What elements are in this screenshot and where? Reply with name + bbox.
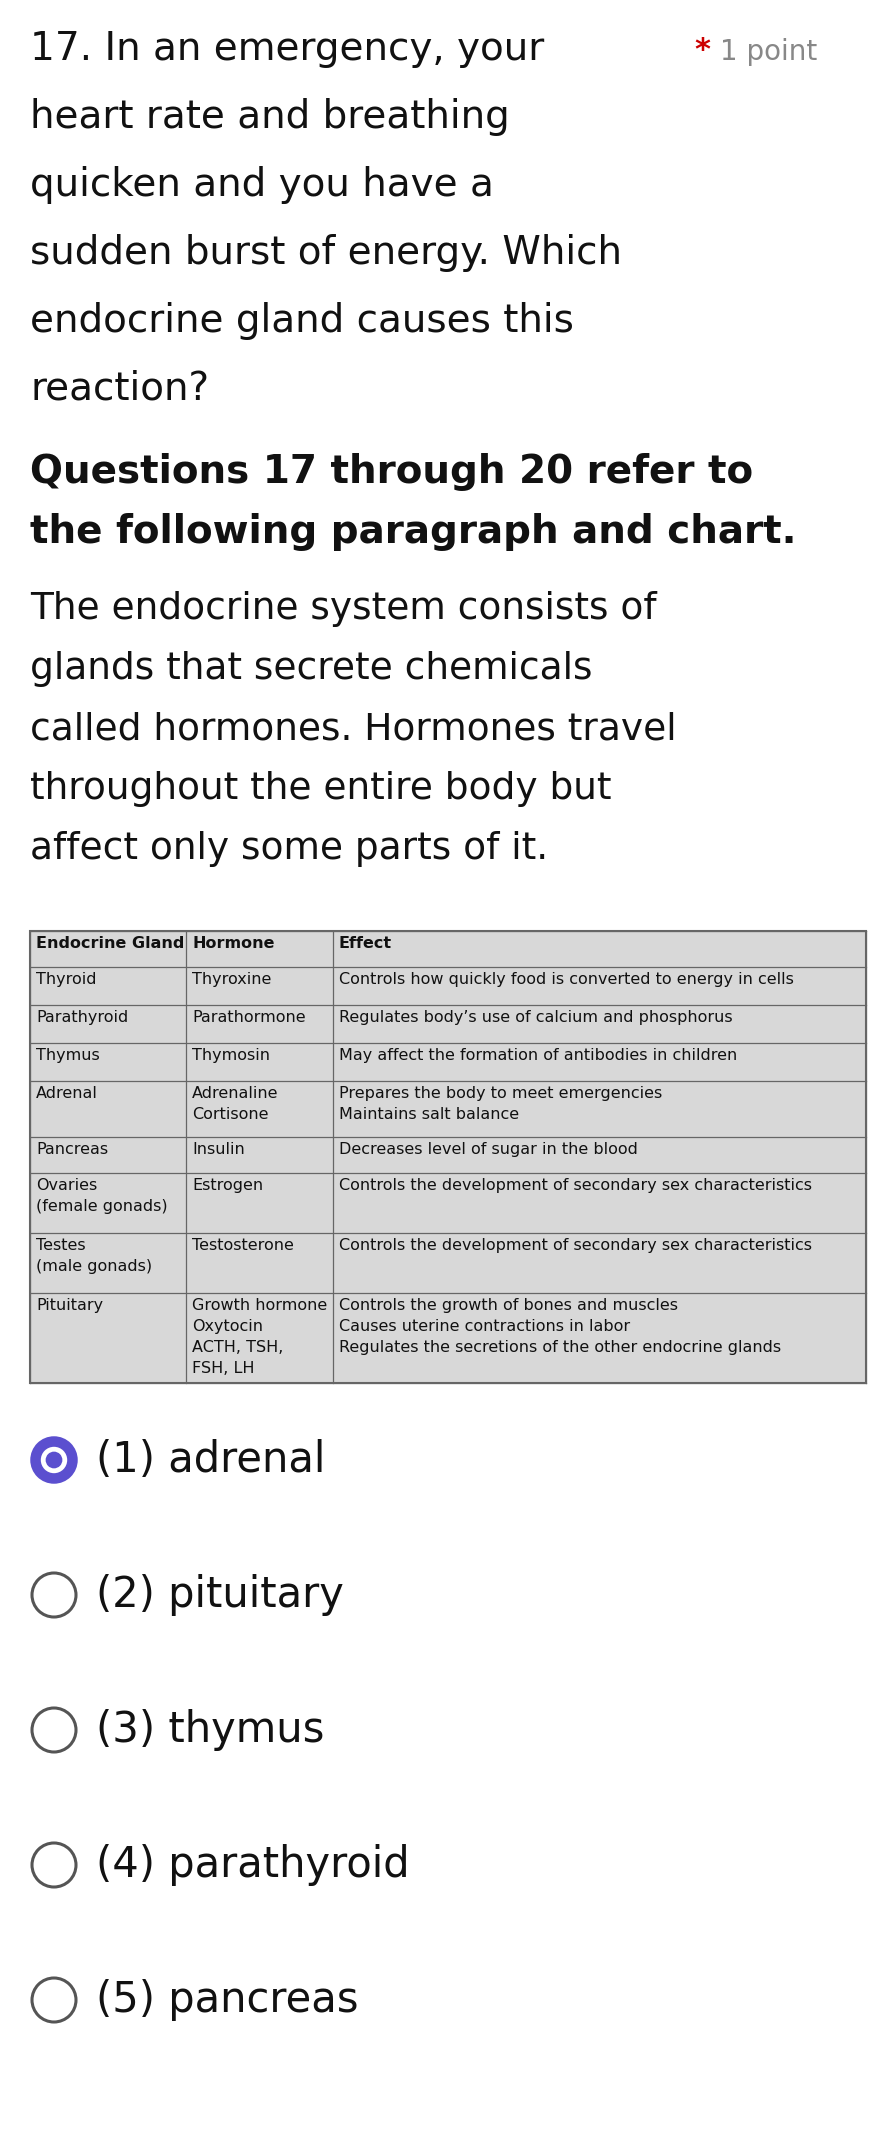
Text: heart rate and breathing: heart rate and breathing xyxy=(30,98,510,137)
Text: quicken and you have a: quicken and you have a xyxy=(30,166,494,205)
Text: The endocrine system consists of: The endocrine system consists of xyxy=(30,591,657,627)
Text: Testes
(male gonads): Testes (male gonads) xyxy=(36,1238,152,1274)
Text: Testosterone: Testosterone xyxy=(193,1238,294,1253)
Circle shape xyxy=(32,1844,76,1886)
Text: Thyroid: Thyroid xyxy=(36,971,97,988)
Text: 17. In an emergency, your: 17. In an emergency, your xyxy=(30,30,544,68)
Text: (2) pituitary: (2) pituitary xyxy=(96,1575,344,1615)
Text: Controls how quickly food is converted to energy in cells: Controls how quickly food is converted t… xyxy=(339,971,794,988)
Text: Ovaries
(female gonads): Ovaries (female gonads) xyxy=(36,1178,168,1214)
Text: sudden burst of energy. Which: sudden burst of energy. Which xyxy=(30,235,622,271)
Text: Insulin: Insulin xyxy=(193,1142,246,1157)
Text: Controls the development of secondary sex characteristics: Controls the development of secondary se… xyxy=(339,1238,812,1253)
Text: Effect: Effect xyxy=(339,937,392,952)
Text: Questions 17 through 20 refer to: Questions 17 through 20 refer to xyxy=(30,452,754,491)
Text: throughout the entire body but: throughout the entire body but xyxy=(30,770,611,807)
Text: (3) thymus: (3) thymus xyxy=(96,1709,324,1752)
Text: reaction?: reaction? xyxy=(30,369,209,408)
Text: Estrogen: Estrogen xyxy=(193,1178,263,1193)
Text: Endocrine Gland: Endocrine Gland xyxy=(36,937,185,952)
Text: (1) adrenal: (1) adrenal xyxy=(96,1438,325,1481)
Text: glands that secrete chemicals: glands that secrete chemicals xyxy=(30,651,592,687)
Circle shape xyxy=(46,1451,63,1468)
Text: Thymus: Thymus xyxy=(36,1048,99,1063)
Text: May affect the formation of antibodies in children: May affect the formation of antibodies i… xyxy=(339,1048,737,1063)
Text: Thymosin: Thymosin xyxy=(193,1048,271,1063)
Text: Controls the development of secondary sex characteristics: Controls the development of secondary se… xyxy=(339,1178,812,1193)
Text: Adrenaline
Cortisone: Adrenaline Cortisone xyxy=(193,1086,279,1122)
Text: Decreases level of sugar in the blood: Decreases level of sugar in the blood xyxy=(339,1142,638,1157)
Text: Pancreas: Pancreas xyxy=(36,1142,108,1157)
Text: Thyroxine: Thyroxine xyxy=(193,971,271,988)
FancyBboxPatch shape xyxy=(30,930,866,1383)
Text: 1 point: 1 point xyxy=(720,38,817,66)
Text: endocrine gland causes this: endocrine gland causes this xyxy=(30,303,573,339)
Text: Parathormone: Parathormone xyxy=(193,1009,306,1024)
Text: affect only some parts of it.: affect only some parts of it. xyxy=(30,830,548,866)
Text: (5) pancreas: (5) pancreas xyxy=(96,1978,358,2021)
Text: Controls the growth of bones and muscles
Causes uterine contractions in labor
Re: Controls the growth of bones and muscles… xyxy=(339,1297,780,1355)
Circle shape xyxy=(32,1438,76,1481)
Text: called hormones. Hormones travel: called hormones. Hormones travel xyxy=(30,711,676,747)
Text: *: * xyxy=(694,36,710,64)
Text: Regulates body’s use of calcium and phosphorus: Regulates body’s use of calcium and phos… xyxy=(339,1009,732,1024)
Circle shape xyxy=(32,1978,76,2023)
Circle shape xyxy=(41,1447,67,1472)
Text: Prepares the body to meet emergencies
Maintains salt balance: Prepares the body to meet emergencies Ma… xyxy=(339,1086,662,1122)
Text: the following paragraph and chart.: the following paragraph and chart. xyxy=(30,512,797,551)
Circle shape xyxy=(32,1707,76,1752)
Text: Adrenal: Adrenal xyxy=(36,1086,98,1101)
Text: Parathyroid: Parathyroid xyxy=(36,1009,128,1024)
Text: Hormone: Hormone xyxy=(193,937,275,952)
Text: Pituitary: Pituitary xyxy=(36,1297,103,1312)
Text: Growth hormone
Oxytocin
ACTH, TSH,
FSH, LH: Growth hormone Oxytocin ACTH, TSH, FSH, … xyxy=(193,1297,328,1376)
Circle shape xyxy=(32,1573,76,1618)
Text: (4) parathyroid: (4) parathyroid xyxy=(96,1844,409,1886)
